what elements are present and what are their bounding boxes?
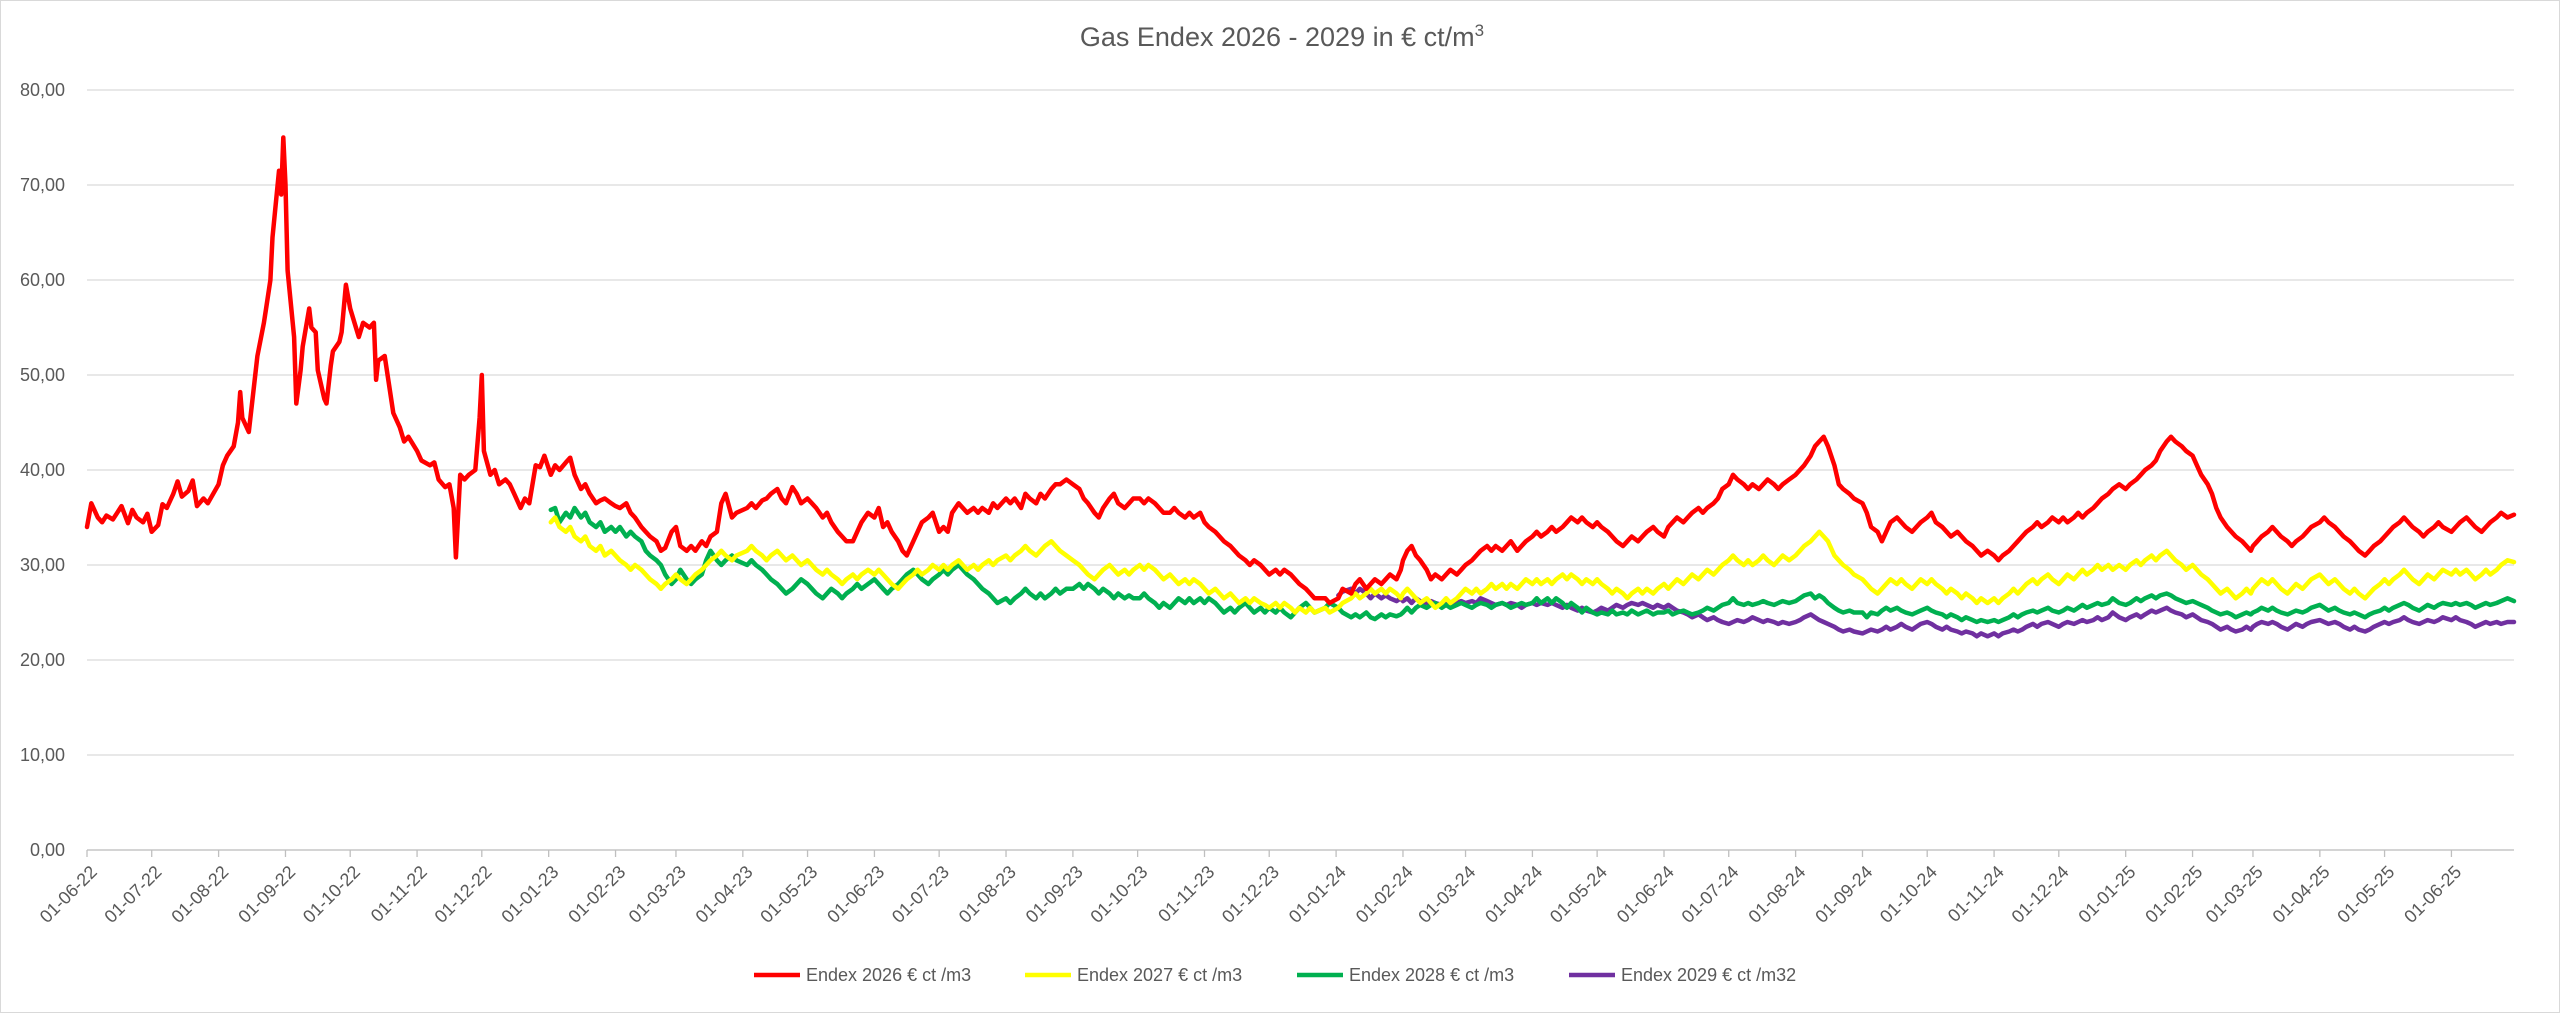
x-tick-label: 01-01-24 [1285, 862, 1350, 927]
x-tick-label: 01-07-22 [100, 862, 165, 927]
x-tick-label: 01-09-23 [1022, 862, 1087, 927]
y-tick-label: 70,00 [20, 175, 65, 195]
legend-item: Endex 2026 € ct /m3 [754, 965, 971, 985]
x-tick-label: 01-05-25 [2333, 862, 2398, 927]
x-tick-label: 01-06-25 [2400, 862, 2465, 927]
x-tick-label: 01-12-24 [2008, 862, 2073, 927]
y-tick-label: 50,00 [20, 365, 65, 385]
x-tick-label: 01-12-23 [1218, 862, 1283, 927]
x-tick-label: 01-08-24 [1744, 862, 1809, 927]
legend-label: Endex 2028 € ct /m3 [1349, 965, 1514, 985]
x-tick-label: 01-01-23 [497, 862, 562, 927]
legend-item: Endex 2028 € ct /m3 [1297, 965, 1514, 985]
x-tick-label: 01-07-24 [1678, 862, 1743, 927]
x-tick-label: 01-06-22 [36, 862, 101, 927]
x-tick-label: 01-11-23 [1154, 862, 1218, 926]
y-tick-label: 40,00 [20, 460, 65, 480]
x-tick-label: 01-03-23 [625, 862, 690, 927]
legend-item: Endex 2029 € ct /m32 [1569, 965, 1796, 985]
y-tick-label: 80,00 [20, 80, 65, 100]
legend: Endex 2026 € ct /m3 Endex 2027 € ct /m3 En… [754, 965, 1796, 985]
series-line [1336, 586, 2517, 639]
x-tick-label: 01-02-23 [564, 862, 629, 927]
x-tick-label: 01-08-22 [167, 862, 232, 927]
x-tick-label: 01-10-24 [1876, 862, 1941, 927]
chart-title-superscript: 3 [1475, 21, 1484, 40]
legend-label: Endex 2029 € ct /m32 [1621, 965, 1796, 985]
x-tick-label: 01-08-23 [955, 862, 1020, 927]
chart-title: Gas Endex 2026 - 2029 in € ct/m3 [1080, 21, 1484, 52]
x-tick-label: 01-04-23 [692, 862, 757, 927]
x-tick-label: 01-09-22 [234, 862, 299, 927]
x-tick-label: 01-06-23 [823, 862, 888, 927]
x-tick-label: 01-10-23 [1086, 862, 1151, 927]
y-axis: 0,00 10,00 20,00 30,00 40,00 50,00 60,00 70,00 8… [20, 80, 65, 860]
x-tick-label: 01-02-24 [1352, 862, 1417, 927]
series-line [548, 505, 2517, 625]
x-tick-label: 01-03-25 [2202, 862, 2267, 927]
x-tick-label: 01-05-23 [756, 862, 821, 927]
y-tick-label: 0,00 [30, 840, 65, 860]
legend-label: Endex 2027 € ct /m3 [1077, 965, 1242, 985]
x-tick-label: 01-05-24 [1546, 862, 1611, 927]
x-tick-label: 01-02-25 [2141, 862, 2206, 927]
x-tick-label: 01-11-22 [367, 862, 431, 926]
series-line [548, 515, 2517, 615]
series-lines [84, 135, 2517, 639]
legend-label: Endex 2026 € ct /m3 [806, 965, 971, 985]
x-tick-label: 01-10-22 [299, 862, 364, 927]
x-tick-label: 01-04-25 [2269, 862, 2334, 927]
x-tick-label: 01-06-24 [1613, 862, 1678, 927]
series-line [84, 135, 2517, 606]
y-tick-label: 30,00 [20, 555, 65, 575]
gridlines [87, 89, 2514, 851]
y-tick-label: 60,00 [20, 270, 65, 290]
x-axis: 01-06-22 01-07-22 01-08-22 01-09-22 01-10-22… [36, 849, 2514, 927]
legend-item: Endex 2027 € ct /m3 [1025, 965, 1242, 985]
chart-title-main: Gas Endex 2026 - 2029 in € ct/m [1080, 22, 1475, 52]
x-tick-label: 01-04-24 [1481, 862, 1546, 927]
x-tick-label: 01-12-22 [431, 862, 496, 927]
x-tick-label: 01-03-24 [1414, 862, 1479, 927]
x-tick-label: 01-09-24 [1811, 862, 1876, 927]
y-tick-label: 20,00 [20, 650, 65, 670]
x-tick-label: 01-07-23 [888, 862, 953, 927]
y-tick-label: 10,00 [20, 745, 65, 765]
x-tick-label: 01-01-25 [2074, 862, 2139, 927]
x-tick-label: 01-11-24 [1944, 862, 2008, 926]
